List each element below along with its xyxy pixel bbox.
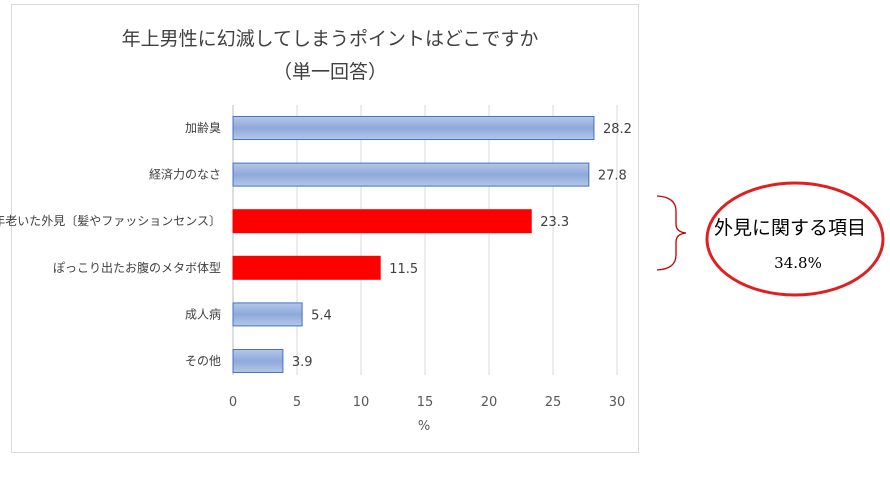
category-label: ぽっこり出たお腹のメタボ体型 <box>53 261 221 275</box>
data-label: 5.4 <box>311 308 332 323</box>
x-tick-label: 30 <box>609 395 626 410</box>
bar <box>232 302 303 327</box>
x-tick-label: 25 <box>545 395 562 410</box>
category-label: 成人病 <box>185 306 221 321</box>
category-label: 年老いた外見〔髪やファッションセンス〕 <box>0 214 221 228</box>
data-label: 28.2 <box>603 122 632 137</box>
category-label: 加齢臭 <box>185 120 221 135</box>
x-tick-label: 0 <box>229 395 237 410</box>
chart-title: 年上男性に幻滅してしまうポイントはどこですか <box>122 28 539 50</box>
category-label: その他 <box>185 354 221 368</box>
data-label: 23.3 <box>540 215 569 230</box>
callout-percent: 34.8% <box>774 254 822 272</box>
x-axis-label: % <box>418 419 430 434</box>
data-label: 27.8 <box>598 169 627 184</box>
bar <box>232 349 284 373</box>
bar <box>232 116 595 140</box>
callout-text: 外見に関する項目 <box>714 217 866 239</box>
category-label: 経済力のなさ <box>149 167 221 182</box>
data-label: 3.9 <box>292 355 313 370</box>
bar <box>232 255 381 280</box>
callout-brace <box>656 195 687 271</box>
bar <box>232 209 532 234</box>
x-tick-label: 15 <box>417 395 434 410</box>
chart-subtitle: （単一回答） <box>273 61 387 83</box>
data-label: 11.5 <box>389 262 418 277</box>
x-tick-label: 10 <box>353 395 370 410</box>
bar <box>232 162 590 187</box>
x-tick-label: 20 <box>481 395 498 410</box>
callout-ellipse <box>705 181 885 297</box>
x-tick-label: 5 <box>293 395 301 410</box>
